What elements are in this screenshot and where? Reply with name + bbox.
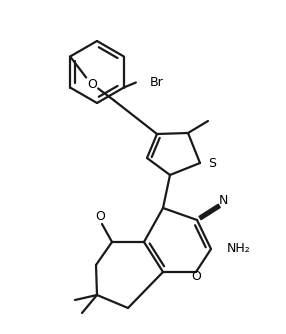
Text: S: S: [208, 157, 216, 169]
Text: O: O: [95, 210, 105, 223]
Text: O: O: [87, 78, 97, 91]
Text: N: N: [218, 193, 228, 206]
Text: NH₂: NH₂: [227, 242, 251, 256]
Text: Br: Br: [150, 76, 164, 89]
Text: O: O: [191, 270, 201, 283]
